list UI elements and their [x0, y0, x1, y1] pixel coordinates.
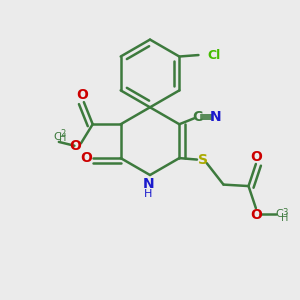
- Text: S: S: [198, 153, 208, 166]
- Text: H: H: [59, 134, 66, 143]
- Text: 3: 3: [282, 208, 287, 217]
- Text: N: N: [143, 177, 154, 191]
- Text: 2: 2: [60, 129, 65, 138]
- Text: O: O: [76, 88, 88, 102]
- Text: N: N: [210, 110, 221, 124]
- Text: C: C: [192, 110, 202, 124]
- Text: H: H: [281, 213, 288, 223]
- Text: O: O: [80, 151, 92, 165]
- Text: Cl: Cl: [207, 49, 220, 62]
- Text: C: C: [53, 132, 61, 142]
- Text: O: O: [70, 139, 82, 153]
- Text: O: O: [250, 208, 262, 222]
- Text: C: C: [276, 209, 283, 219]
- Text: H: H: [144, 189, 153, 199]
- Text: O: O: [250, 150, 262, 164]
